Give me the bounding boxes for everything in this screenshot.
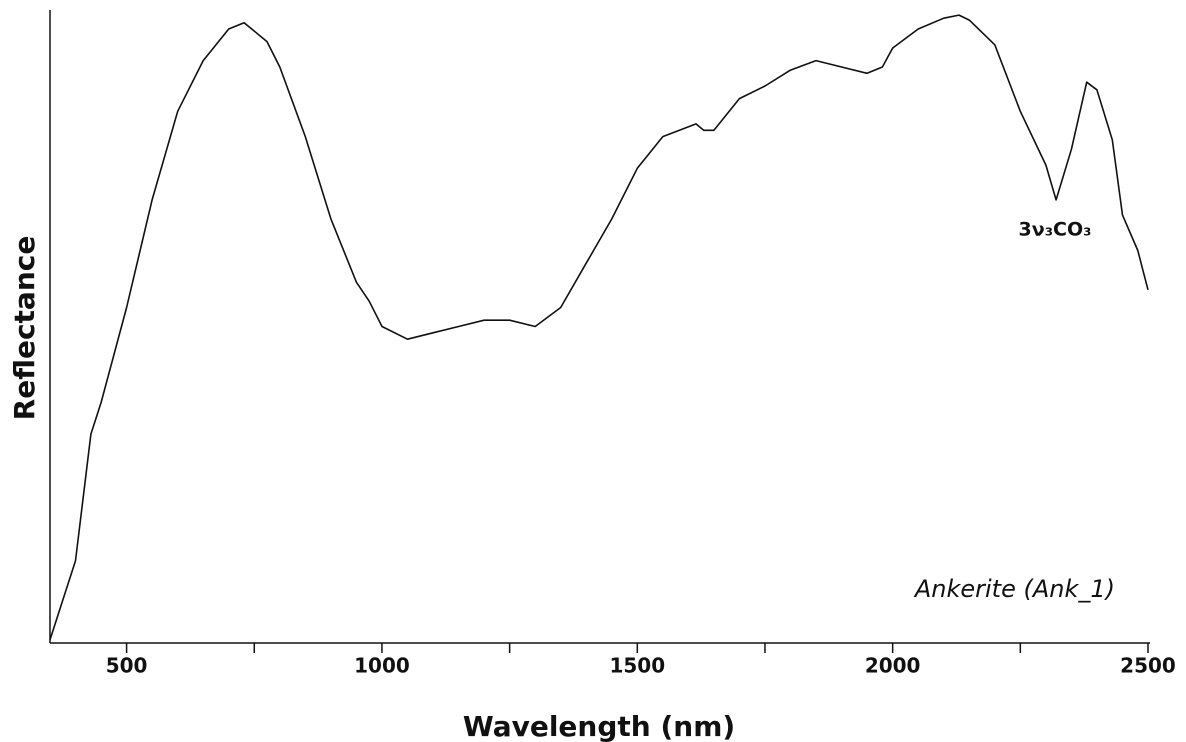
x-tick-label: 1500 [609, 654, 665, 678]
band-annotation: 3ν₃CO₃ [1019, 219, 1092, 241]
x-tick-label: 2500 [1120, 654, 1176, 678]
sample-label: Ankerite (Ank_1) [913, 575, 1115, 603]
spectrum-line [49, 14, 1149, 641]
y-axis-label: Reflectance [8, 236, 41, 421]
x-axis-label: Wavelength (nm) [463, 710, 735, 742]
x-tick-label: 1000 [354, 654, 410, 678]
x-tick-label: 2000 [865, 654, 921, 678]
x-tick-label: 500 [106, 654, 148, 678]
